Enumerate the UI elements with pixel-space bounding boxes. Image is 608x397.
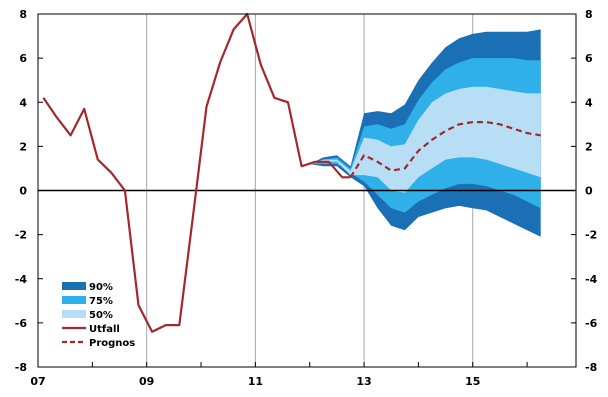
y-tick-label-left: -8 bbox=[15, 361, 27, 374]
y-tick-label-right: -4 bbox=[585, 273, 598, 286]
band-layer bbox=[309, 29, 541, 237]
y-tick-label-left: -6 bbox=[15, 317, 28, 330]
x-tick-label: 07 bbox=[30, 375, 45, 388]
y-tick-label-right: -6 bbox=[585, 317, 598, 330]
legend-label-0: 90% bbox=[89, 282, 113, 293]
y-tick-label-left: 6 bbox=[19, 52, 27, 65]
series-prognos bbox=[349, 120, 541, 178]
legend-swatch-2 bbox=[62, 310, 86, 318]
y-tick-label-left: 8 bbox=[19, 8, 27, 21]
y-tick-label-right: 4 bbox=[585, 96, 593, 109]
y-tick-label-right: -2 bbox=[585, 229, 597, 242]
x-tick-label: 11 bbox=[248, 375, 263, 388]
series-utfall bbox=[42, 12, 351, 333]
axis-layer: -8 -8 -6 -6 -4 -4 -2 -2 0 0 2 2 4 4 6 6 8 8 07 09 11 13 15 bbox=[15, 8, 598, 388]
line-layer bbox=[42, 12, 541, 333]
legend-label-2: 50% bbox=[89, 310, 113, 321]
y-tick-label-right: 6 bbox=[585, 52, 593, 65]
legend-label-1: 75% bbox=[89, 296, 113, 307]
y-tick-label-right: 8 bbox=[585, 8, 593, 21]
y-tick-label-left: 2 bbox=[19, 140, 27, 153]
legend: 90% 75% 50% Utfall Prognos bbox=[62, 282, 135, 349]
legend-label-3: Utfall bbox=[89, 324, 120, 335]
y-tick-label-right: 2 bbox=[585, 140, 593, 153]
legend-label-4: Prognos bbox=[89, 338, 135, 349]
y-tick-label-right: -8 bbox=[585, 361, 597, 374]
y-tick-label-left: 4 bbox=[19, 96, 27, 109]
y-tick-label-left: 0 bbox=[19, 185, 27, 198]
legend-swatch-1 bbox=[62, 296, 86, 304]
x-tick-label: 13 bbox=[356, 375, 371, 388]
y-tick-label-left: -4 bbox=[15, 273, 28, 286]
band-p50 bbox=[309, 86, 541, 193]
legend-swatch-0 bbox=[62, 282, 86, 290]
y-tick-label-right: 0 bbox=[585, 185, 593, 198]
x-tick-label: 09 bbox=[139, 375, 154, 388]
x-tick-label: 15 bbox=[465, 375, 480, 388]
y-tick-label-left: -2 bbox=[15, 229, 27, 242]
